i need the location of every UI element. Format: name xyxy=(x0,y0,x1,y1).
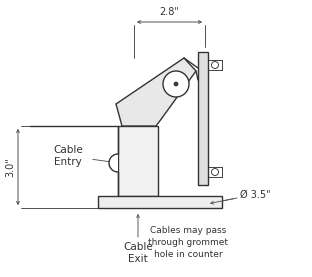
Text: Cable
Entry: Cable Entry xyxy=(53,145,83,167)
Text: 2.8": 2.8" xyxy=(159,7,179,17)
Circle shape xyxy=(212,61,218,68)
Bar xyxy=(98,196,222,208)
Text: Cable
Exit: Cable Exit xyxy=(123,242,153,264)
Circle shape xyxy=(212,168,218,176)
Polygon shape xyxy=(116,58,196,126)
Polygon shape xyxy=(109,154,118,172)
Circle shape xyxy=(174,82,178,86)
Bar xyxy=(118,126,158,196)
Text: Ø 3.5": Ø 3.5" xyxy=(240,190,271,200)
Circle shape xyxy=(163,71,189,97)
Text: Cables may pass
through grommet
hole in counter: Cables may pass through grommet hole in … xyxy=(148,226,228,259)
Text: 3.0": 3.0" xyxy=(5,157,15,177)
Bar xyxy=(198,52,208,185)
